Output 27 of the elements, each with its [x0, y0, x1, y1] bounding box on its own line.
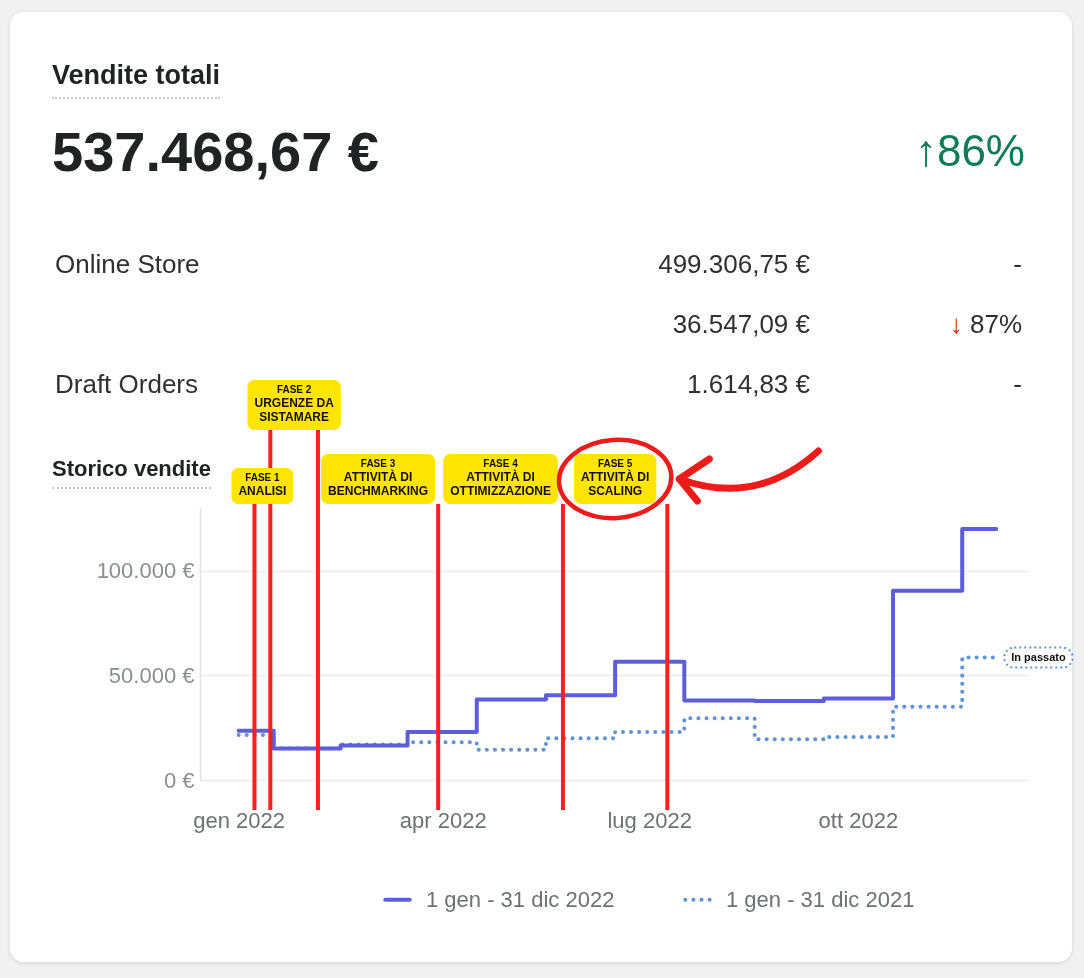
x-tick-label: ott 2022: [818, 807, 899, 833]
ref-line-label: FASE 5 ATTIVITÀ DI SCALING: [580, 458, 650, 498]
text: 499.306,75 €: [658, 249, 810, 279]
chart-title: Storico vendite: [52, 456, 211, 489]
y-tick-label: 50.000 €: [108, 662, 195, 688]
x-tick-label: apr 2022: [399, 807, 487, 833]
legend-label: 1 gen - 31 dic 2021: [726, 886, 915, 912]
text: Draft Orders: [55, 369, 199, 399]
x-tick-label: gen 2022: [193, 807, 285, 833]
ref-line-label: FASE 1 ANALISI: [238, 472, 287, 498]
text: 36.547,09 €: [672, 309, 810, 339]
text: Vendite totali: [52, 60, 221, 99]
ref-line-label: FASE 3 ATTIVITÀ DI BENCHMARKING: [328, 458, 429, 498]
text: 537.468,67 €: [52, 120, 379, 183]
y-tick-label: 100.000 €: [96, 558, 195, 584]
legend-label: 1 gen - 31 dic 2022: [426, 886, 615, 912]
ref-line-label: FASE 4 ATTIVITÀ DI OTTIMIZZAZIONE: [450, 458, 551, 498]
text: Online Store: [55, 249, 200, 279]
x-tick-label: lug 2022: [607, 807, 692, 833]
text: ↑86%: [914, 126, 1025, 175]
text: -: [1013, 249, 1022, 279]
ref-line-label: FASE 2 URGENZE DA SISTAMARE: [254, 384, 335, 424]
text: -: [1013, 369, 1022, 399]
text: ↓ 87%: [949, 309, 1022, 339]
annotation: In passato: [1011, 650, 1066, 663]
y-tick-label: 0 €: [163, 767, 195, 793]
text: 1.614,83 €: [687, 369, 810, 399]
